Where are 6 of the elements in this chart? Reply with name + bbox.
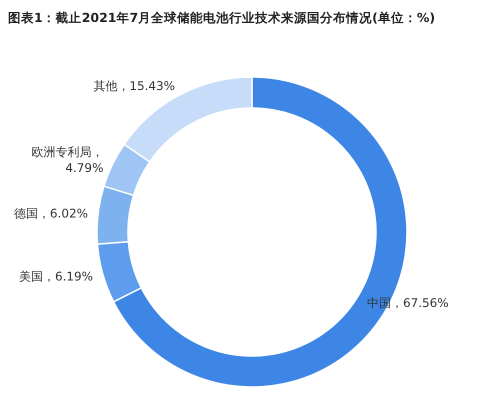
其他: 其他，15.43% (93, 79, 176, 94)
中国: 中国，67.56% (366, 296, 449, 310)
美国: 美国，6.19% (18, 269, 94, 284)
欧洲专利局: 欧洲专利局， 4.79% (31, 145, 104, 176)
chart-title: 图表1：截止2021年7月全球储能电池行业技术来源国分布情况(单位：%) (8, 10, 436, 25)
德国: 德国，6.02% (14, 206, 88, 221)
